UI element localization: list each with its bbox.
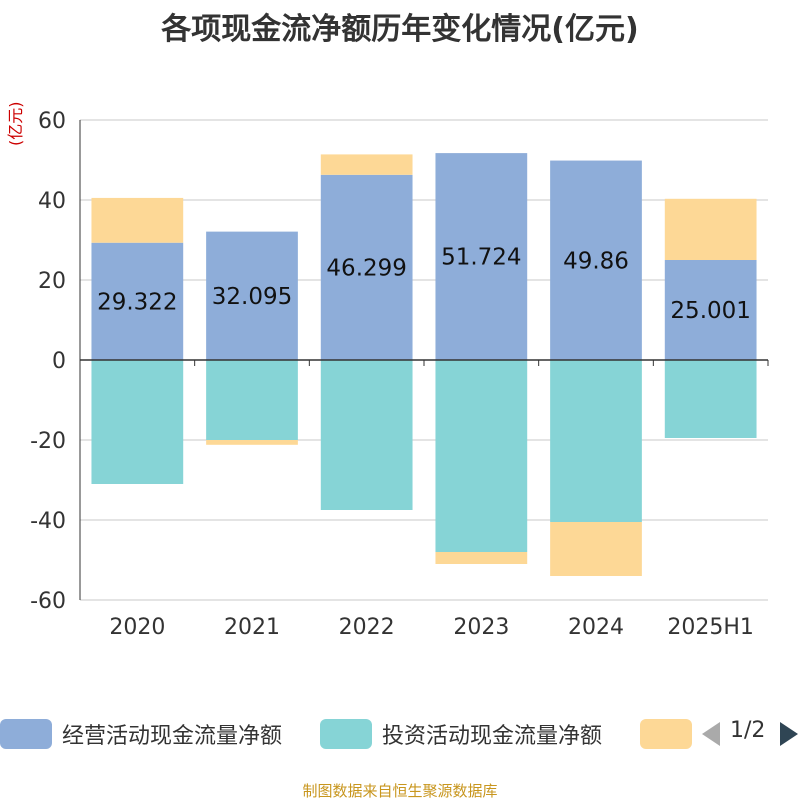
- legend-label-operating: 经营活动现金流量净额: [62, 724, 283, 749]
- bar-series0-2022: [320, 174, 413, 360]
- legend-prev-arrow-icon[interactable]: [702, 722, 720, 746]
- data-label: 51.724: [441, 245, 521, 271]
- data-label: 32.095: [212, 284, 292, 310]
- y-tick-label: 40: [38, 189, 66, 214]
- data-label: 49.86: [563, 248, 629, 274]
- legend-label-investing: 投资活动现金流量净额: [382, 724, 603, 749]
- bar-series2-2023: [435, 552, 528, 564]
- data-label: 25.001: [670, 298, 750, 324]
- y-tick-label: -20: [30, 429, 66, 454]
- legend-pager: 1/2: [700, 716, 800, 752]
- bar-series0-2024: [550, 160, 642, 360]
- bar-series1-2024: [550, 360, 642, 522]
- bar-series2-2020: [91, 197, 184, 243]
- legend-swatch-investing: [320, 719, 372, 749]
- y-tick-label: 60: [38, 109, 66, 134]
- bar-series1-2021: [206, 360, 298, 440]
- x-tick-label: 2023: [453, 615, 509, 640]
- legend-item-investing[interactable]: 投资活动现金流量净额: [320, 714, 602, 754]
- x-tick-label: 2025H1: [667, 615, 754, 640]
- x-tick-label: 2024: [568, 615, 624, 640]
- data-label: 46.299: [326, 255, 406, 281]
- legend-swatch-third: [640, 719, 692, 749]
- y-tick-label: -40: [30, 509, 66, 534]
- chart-title: 各项现金流净额历年变化情况(亿元): [161, 12, 639, 47]
- bar-series1-2020: [91, 360, 184, 484]
- bar-series2-2025H1: [664, 198, 757, 260]
- bar-series2-2021: [206, 440, 298, 445]
- bar-series1-2025H1: [664, 360, 757, 438]
- bar-series1-2023: [435, 360, 528, 552]
- legend-page-indicator: 1/2: [730, 718, 766, 743]
- legend-next-arrow-icon[interactable]: [780, 722, 798, 746]
- data-label: 29.322: [97, 289, 177, 315]
- y-tick-label: -60: [30, 589, 66, 614]
- legend-swatch-operating: [0, 719, 52, 749]
- bar-series0-2021: [206, 231, 298, 360]
- bar-series0-2025H1: [664, 259, 757, 360]
- x-tick-label: 2021: [224, 615, 280, 640]
- legend-item-third[interactable]: [640, 714, 692, 754]
- bar-series2-2024: [550, 522, 642, 576]
- bar-series1-2022: [320, 360, 413, 510]
- x-tick-label: 2020: [109, 615, 165, 640]
- y-tick-label: 20: [38, 269, 66, 294]
- legend: 经营活动现金流量净额 投资活动现金流量净额: [0, 714, 800, 754]
- bar-series0-2023: [435, 153, 528, 360]
- data-source-note: 制图数据来自恒生聚源数据库: [302, 782, 498, 800]
- legend-item-operating[interactable]: 经营活动现金流量净额: [0, 714, 282, 754]
- bar-series2-2022: [320, 154, 413, 175]
- y-tick-label: 0: [52, 349, 66, 374]
- bar-series0-2020: [91, 242, 184, 360]
- bar-chart: 60 40 20 0 -20 -40 -60 29.322 32.095 46.299 51.724…: [30, 109, 769, 640]
- x-tick-label: 2022: [339, 615, 395, 640]
